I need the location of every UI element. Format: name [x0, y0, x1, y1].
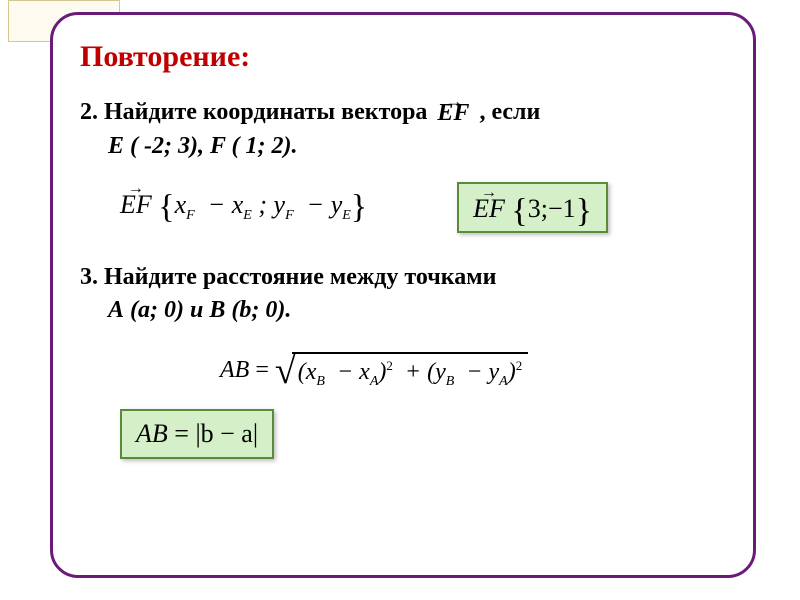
distance-formula: AB = √ (xB − xA)2 + (yB − yA)2: [220, 352, 740, 390]
vector-coord-formula: → EF {xF − xE ; yF − yE}: [120, 190, 367, 224]
answer-ab-lhs: AB: [136, 419, 168, 448]
distance-lhs: AB: [220, 357, 249, 384]
problem-3-line1: 3. Найдите расстояние между точками: [80, 261, 740, 295]
slide-title: Повторение:: [80, 40, 740, 74]
problem-3-answer-box: AB = |b − a|: [120, 409, 274, 459]
problem-2-answer-box: → EF {3;−1}: [457, 182, 608, 233]
problem-2-formula-row: → EF {xF − xE ; yF − yE} → EF {3;−1}: [120, 182, 740, 233]
slide-content: Повторение: 2. Найдите координаты вектор…: [80, 40, 740, 459]
problem-2: 2. Найдите координаты вектора → EF , есл…: [80, 96, 740, 164]
answer-vec-coords: 3;−1: [528, 194, 576, 223]
problem-3-coords: А (a; 0) и В (b; 0).: [108, 294, 740, 328]
problem-2-coords: E ( -2; 3), F ( 1; 2).: [108, 130, 740, 164]
answer-ab-rhs: |b − a|: [195, 419, 258, 448]
vector-ef-inline: → EF: [437, 97, 469, 131]
problem-2-text-post: , если: [479, 99, 540, 125]
problem-2-text-pre: 2. Найдите координаты вектора: [80, 99, 433, 125]
problem-3: 3. Найдите расстояние между точками А (a…: [80, 261, 740, 328]
